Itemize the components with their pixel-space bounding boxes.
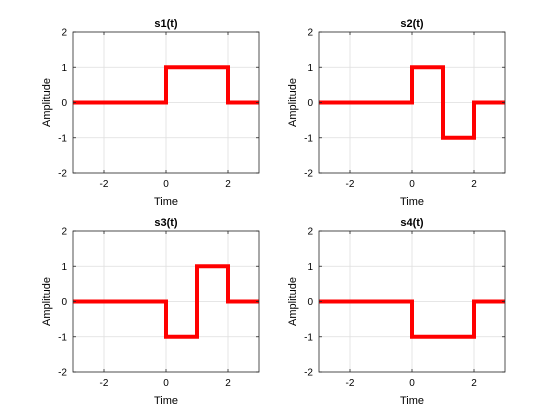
panel-2-x-tick-label: 2 (471, 179, 477, 190)
panel-1-x-tick-label: 0 (163, 179, 169, 190)
panel-1-series-line (73, 65, 259, 105)
panel-4-y-tick-label: 0 (307, 297, 313, 308)
panel-1-y-tick-label: 1 (61, 63, 67, 74)
panel-3-title: s3(t) (154, 217, 178, 229)
panel-4-series-line (319, 299, 505, 339)
panel-3-x-axis-label: Time (154, 395, 178, 407)
panel-1-y-tick-label: 0 (61, 98, 67, 109)
panel-1-x-tick-label: -2 (100, 179, 109, 190)
panel-3: -2 0 2 -2 -1 0 1 2 s3(t) Time Amplitude (41, 217, 260, 407)
panel-4-y-tick-label: -2 (304, 368, 313, 379)
panel-2-x-axis-label: Time (400, 196, 424, 208)
panel-1: -2 0 2 -2 -1 0 1 2 s1(t) Time Amplitude (41, 18, 260, 208)
panel-3-series-line (73, 264, 259, 339)
panel-4-y-axis-label: Amplitude (287, 277, 299, 326)
panel-3-y-tick-label: 1 (61, 262, 67, 273)
panel-4-x-tick-label: 0 (409, 378, 415, 389)
panel-3-y-tick-label: 0 (61, 297, 67, 308)
panel-2-series-line (319, 65, 505, 140)
panel-1-y-tick-label: -1 (58, 133, 67, 144)
panel-1-y-axis-label: Amplitude (41, 78, 53, 127)
panel-3-y-tick-label: 2 (61, 227, 67, 238)
panel-4-title: s4(t) (400, 217, 424, 229)
panel-2-y-tick-label: -1 (304, 133, 313, 144)
panel-2-y-tick-label: 2 (307, 28, 313, 39)
panel-4-y-tick-label: 2 (307, 227, 313, 238)
panel-2-y-tick-label: 0 (307, 98, 313, 109)
panel-1-y-tick-label: -2 (58, 169, 67, 180)
panel-3-y-tick-label: -1 (58, 332, 67, 343)
panel-4-y-tick-label: 1 (307, 262, 313, 273)
panel-3-x-tick-label: -2 (100, 378, 109, 389)
panel-2-y-tick-label: 1 (307, 63, 313, 74)
panel-2: -2 0 2 -2 -1 0 1 2 s2(t) Time Amplitude (287, 18, 506, 208)
panel-4: -2 0 2 -2 -1 0 1 2 s4(t) Time Amplitude (287, 217, 506, 407)
panel-2-y-tick-label: -2 (304, 169, 313, 180)
panel-1-x-tick-label: 2 (225, 179, 231, 190)
panel-2-x-tick-label: -2 (346, 179, 355, 190)
panel-3-y-axis-label: Amplitude (41, 277, 53, 326)
panel-4-y-tick-label: -1 (304, 332, 313, 343)
panel-4-x-tick-label: 2 (471, 378, 477, 389)
panel-4-x-tick-label: -2 (346, 378, 355, 389)
panel-3-x-tick-label: 2 (225, 378, 231, 389)
panel-4-x-axis-label: Time (400, 395, 424, 407)
panel-3-x-tick-label: 0 (163, 378, 169, 389)
panel-2-y-axis-label: Amplitude (287, 78, 299, 127)
panel-2-title: s2(t) (400, 18, 424, 30)
panel-1-title: s1(t) (154, 18, 178, 30)
panel-1-x-axis-label: Time (154, 196, 178, 208)
panel-1-y-tick-label: 2 (61, 28, 67, 39)
panel-3-y-tick-label: -2 (58, 368, 67, 379)
panel-2-x-tick-label: 0 (409, 179, 415, 190)
